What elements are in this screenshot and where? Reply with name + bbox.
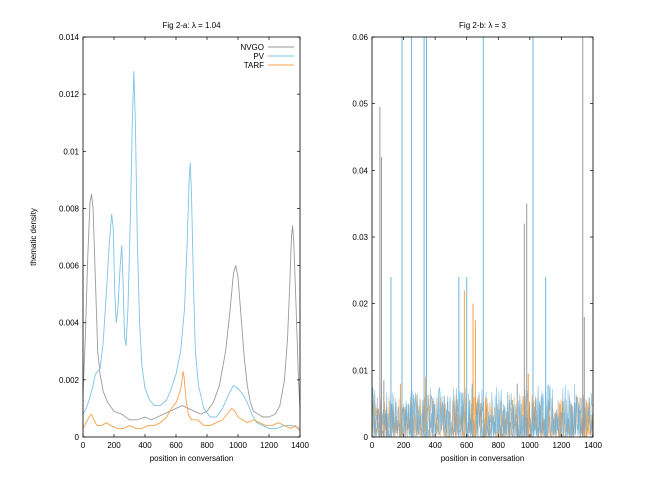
legend-label-nvgo: NVGO: [240, 43, 264, 52]
chart-a-x-tick-label: 1200: [260, 441, 278, 450]
chart-a-y-tick-label: 0.004: [59, 319, 80, 328]
chart-a-y-tick-label: 0.008: [59, 204, 80, 213]
chart-a-y-tick-label: 0.002: [59, 376, 80, 385]
chart-a-x-tick-label: 0: [81, 441, 86, 450]
chart-b-x-tick-label: 1400: [584, 441, 602, 450]
chart-a-series-group: [82, 70, 301, 432]
chart-a-plot-frame: [82, 36, 301, 438]
chart-b-x-tick-label: 800: [492, 441, 506, 450]
chart-b-y-tick-label: 0.05: [352, 100, 368, 109]
legend-label-tarf: TARF: [244, 61, 264, 70]
chart-a-x-axis: 0 200 400 600 800 1000 1200 1400: [81, 37, 309, 450]
chart-a-y-axis-label: thematic density: [29, 208, 38, 266]
chart-a-y-tick-label: 0.012: [59, 90, 80, 99]
chart-b-y-tick-label: 0.03: [352, 233, 368, 242]
chart-b-y-tick-label: 0.04: [352, 166, 368, 175]
chart-b-plot-frame: [371, 36, 594, 438]
chart-b-y-axis: 0 0.01 0.02 0.03 0.04 0.05 0.06: [352, 33, 593, 442]
chart-b-x-tick-label: 1000: [521, 441, 539, 450]
legend-label-pv: PV: [253, 52, 264, 61]
chart-a-y-tick-label: 0.014: [59, 33, 80, 42]
chart-a-y-tick-label: 0: [75, 433, 80, 442]
chart-b-x-tick-label: 400: [428, 441, 442, 450]
chart-b-x-tick-label: 0: [370, 441, 375, 450]
chart-b-y-tick-label: 0.01: [352, 366, 368, 375]
chart-a-x-tick-label: 200: [107, 441, 121, 450]
chart-a-x-axis-label: position in conversation: [150, 454, 234, 463]
chart-b-y-tick-label: 0.02: [352, 300, 368, 309]
chart-b-series-group: [371, 37, 593, 438]
chart-a-x-tick-label: 1400: [291, 441, 309, 450]
chart-panel-a: Fig 2-a: λ = 1.04 0 200 400 600 800 1000 1200 1…: [29, 21, 309, 463]
chart-b-y-tick-label: 0.06: [352, 33, 368, 42]
chart-a-y-tick-label: 0.006: [59, 262, 80, 271]
chart-b-x-tick-label: 600: [460, 441, 474, 450]
series-line-nvgo: [82, 193, 301, 421]
chart-a-y-axis: 0 0.002 0.004 0.006 0.008 0.01 0.012 0.014: [59, 33, 300, 442]
chart-a-x-tick-label: 600: [169, 441, 183, 450]
chart-b-x-axis-label: position in conversation: [441, 454, 525, 463]
chart-b-title: Fig 2-b: λ = 3: [459, 21, 506, 30]
chart-b-y-tick-label: 0: [364, 433, 369, 442]
series-line-pv: [82, 70, 301, 429]
chart-panel-b: Fig 2-b: λ = 3 0 200 400 600 800 1000 1200 1400…: [352, 21, 602, 463]
chart-b-x-tick-label: 200: [397, 441, 411, 450]
chart-a-y-tick-label: 0.01: [63, 147, 79, 156]
chart-b-x-axis: 0 200 400 600 800 1000 1200 1400: [370, 37, 602, 450]
chart-b-x-tick-label: 1200: [553, 441, 571, 450]
chart-a-x-tick-label: 800: [200, 441, 214, 450]
series-noise-blue: [371, 383, 593, 438]
series-line-tarf: [82, 370, 301, 432]
chart-a-x-tick-label: 400: [138, 441, 152, 450]
chart-a-x-tick-label: 1000: [229, 441, 247, 450]
chart-a-title: Fig 2-a: λ = 1.04: [162, 21, 221, 30]
